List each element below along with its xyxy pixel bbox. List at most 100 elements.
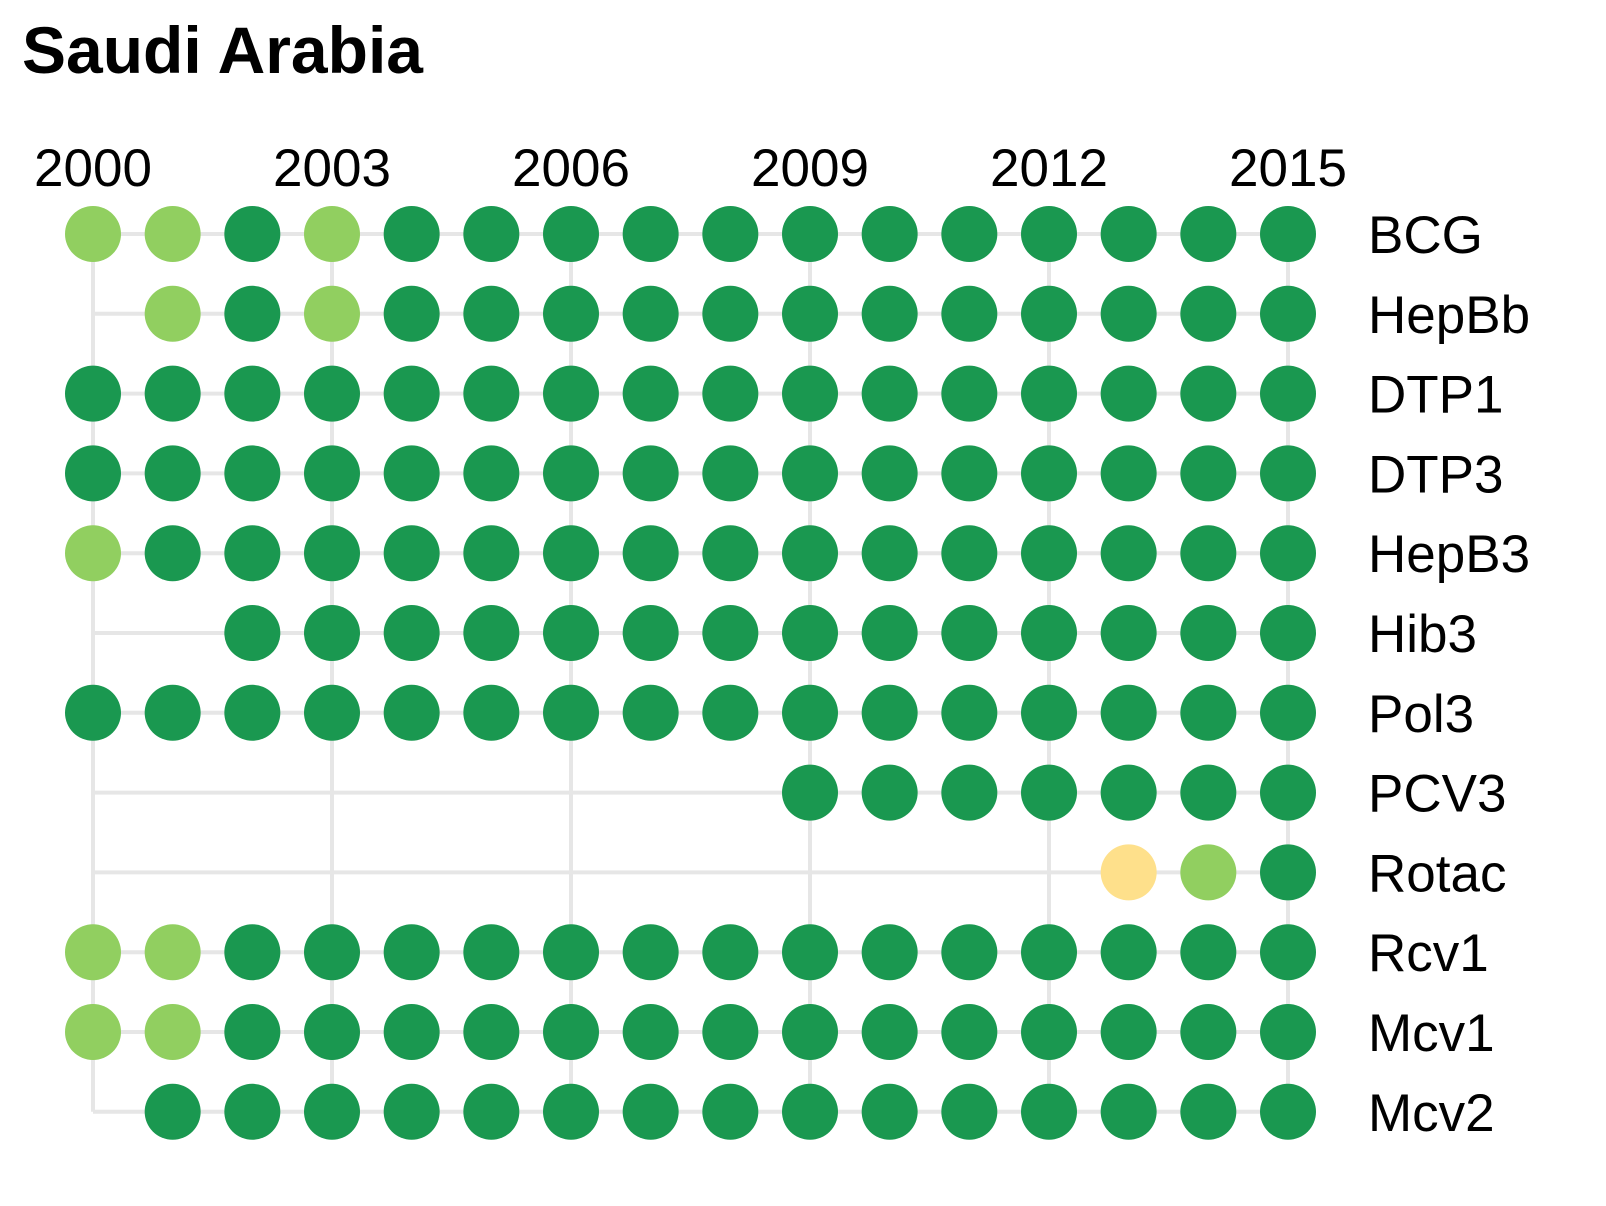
row-label-rotac: Rotac (1368, 844, 1506, 903)
coverage-dot-dtp3-2010 (861, 445, 918, 502)
coverage-dot-bcg-2009 (782, 206, 838, 262)
coverage-dot-pol3-2006 (543, 684, 599, 741)
coverage-dot-mcv1-2002 (224, 1004, 281, 1060)
coverage-dot-mcv1-2013 (1100, 1004, 1157, 1060)
coverage-dot-dtp3-2003 (304, 445, 360, 502)
coverage-dot-hepbb-2013 (1100, 285, 1157, 342)
coverage-dot-dtp1-2015 (1260, 365, 1316, 422)
coverage-dot-mcv1-2000 (65, 1004, 121, 1060)
coverage-dot-mcv1-2003 (304, 1004, 360, 1060)
coverage-dot-pol3-2012 (1021, 684, 1077, 741)
coverage-dot-mcv2-2012 (1021, 1083, 1077, 1140)
x-tick-label: 2012 (990, 139, 1108, 198)
coverage-dot-hepb3-2010 (861, 525, 918, 582)
coverage-dot-rcv1-2013 (1100, 924, 1157, 981)
coverage-dot-hepb3-2015 (1260, 525, 1316, 582)
coverage-dot-bcg-2005 (463, 206, 520, 262)
coverage-dot-bcg-2012 (1021, 206, 1077, 262)
coverage-dot-hepb3-2009 (782, 525, 838, 582)
coverage-dot-mcv1-2004 (383, 1004, 440, 1060)
coverage-dot-hib3-2003 (304, 605, 360, 661)
coverage-dot-bcg-2001 (144, 206, 201, 262)
coverage-dot-pol3-2000 (65, 684, 121, 741)
coverage-dot-pcv3-2012 (1021, 764, 1077, 821)
coverage-dot-pcv3-2010 (861, 764, 918, 821)
coverage-dot-dtp3-2007 (622, 445, 679, 502)
coverage-dot-hepbb-2003 (304, 285, 360, 342)
coverage-dot-mcv2-2010 (861, 1083, 918, 1140)
coverage-dot-bcg-2008 (702, 206, 759, 262)
coverage-dot-hepbb-2014 (1180, 285, 1237, 342)
coverage-dot-pol3-2011 (941, 684, 998, 741)
coverage-dot-mcv2-2011 (941, 1083, 998, 1140)
coverage-dot-mcv1-2012 (1021, 1004, 1077, 1060)
x-tick-label: 2000 (34, 139, 152, 198)
coverage-dot-pol3-2015 (1260, 684, 1316, 741)
row-labels: BCG HepBb DTP1 DTP3 HepB3 Hib3 Pol3 PCV3 Rotac Rc… (1368, 206, 1530, 1143)
coverage-dot-mcv2-2005 (463, 1083, 520, 1140)
coverage-dot-dtp1-2008 (702, 365, 759, 422)
coverage-dot-rcv1-2008 (702, 924, 759, 981)
coverage-dot-hepb3-2005 (463, 525, 520, 582)
coverage-dot-dtp1-2010 (861, 365, 918, 422)
coverage-dot-hepbb-2006 (543, 285, 599, 342)
coverage-dot-bcg-2003 (304, 206, 360, 262)
coverage-dot-dtp3-2002 (224, 445, 281, 502)
coverage-dot-pol3-2003 (304, 684, 360, 741)
coverage-dot-dtp3-2013 (1100, 445, 1157, 502)
coverage-dot-bcg-2002 (224, 206, 281, 262)
coverage-dot-dtp3-2005 (463, 445, 520, 502)
coverage-dot-dtp1-2001 (144, 365, 201, 422)
coverage-dot-rcv1-2006 (543, 924, 599, 981)
coverage-dot-rcv1-2003 (304, 924, 360, 981)
coverage-dot-hib3-2009 (782, 605, 838, 661)
coverage-dot-pol3-2001 (144, 684, 201, 741)
coverage-dot-bcg-2011 (941, 206, 998, 262)
coverage-dot-hib3-2013 (1100, 605, 1157, 661)
coverage-dot-hepb3-2008 (702, 525, 759, 582)
coverage-dot-rcv1-2012 (1021, 924, 1077, 981)
coverage-dots (65, 206, 1316, 1140)
coverage-dot-rotac-2015 (1260, 844, 1316, 901)
coverage-dot-hepb3-2000 (65, 525, 121, 582)
coverage-dot-mcv2-2015 (1260, 1083, 1316, 1140)
row-label-hepbb: HepBb (1368, 286, 1530, 345)
coverage-dot-mcv1-2015 (1260, 1004, 1316, 1060)
coverage-dot-bcg-2010 (861, 206, 918, 262)
coverage-dot-rcv1-2005 (463, 924, 520, 981)
coverage-dot-bcg-2007 (622, 206, 679, 262)
x-tick-label: 2009 (751, 139, 869, 198)
coverage-dot-dtp1-2009 (782, 365, 838, 422)
coverage-dot-pol3-2008 (702, 684, 759, 741)
coverage-dot-rcv1-2001 (144, 924, 201, 981)
coverage-dot-rcv1-2002 (224, 924, 281, 981)
row-label-dtp3: DTP3 (1368, 445, 1503, 504)
coverage-dot-mcv1-2010 (861, 1004, 918, 1060)
grid-lines (91, 232, 1290, 1114)
coverage-dot-hib3-2006 (543, 605, 599, 661)
coverage-dot-pol3-2004 (383, 684, 440, 741)
coverage-dot-rcv1-2015 (1260, 924, 1316, 981)
coverage-dot-dtp1-2002 (224, 365, 281, 422)
coverage-dot-dtp1-2011 (941, 365, 998, 422)
coverage-dot-hepb3-2014 (1180, 525, 1237, 582)
coverage-dot-dtp1-2005 (463, 365, 520, 422)
coverage-dot-dtp1-2004 (383, 365, 440, 422)
coverage-dot-hib3-2012 (1021, 605, 1077, 661)
coverage-dot-mcv1-2005 (463, 1004, 520, 1060)
coverage-dot-dtp3-2006 (543, 445, 599, 502)
coverage-dot-dtp3-2009 (782, 445, 838, 502)
coverage-dot-dtp3-2000 (65, 445, 121, 502)
coverage-dot-dtp1-2007 (622, 365, 679, 422)
coverage-dot-hepb3-2011 (941, 525, 998, 582)
coverage-dot-hib3-2007 (622, 605, 679, 661)
coverage-dot-rcv1-2010 (861, 924, 918, 981)
coverage-dot-mcv1-2007 (622, 1004, 679, 1060)
row-label-pcv3: PCV3 (1368, 765, 1506, 824)
coverage-dot-rcv1-2004 (383, 924, 440, 981)
coverage-dot-mcv2-2007 (622, 1083, 679, 1140)
coverage-dot-mcv1-2008 (702, 1004, 759, 1060)
coverage-dot-hib3-2008 (702, 605, 759, 661)
coverage-dot-hepbb-2004 (383, 285, 440, 342)
